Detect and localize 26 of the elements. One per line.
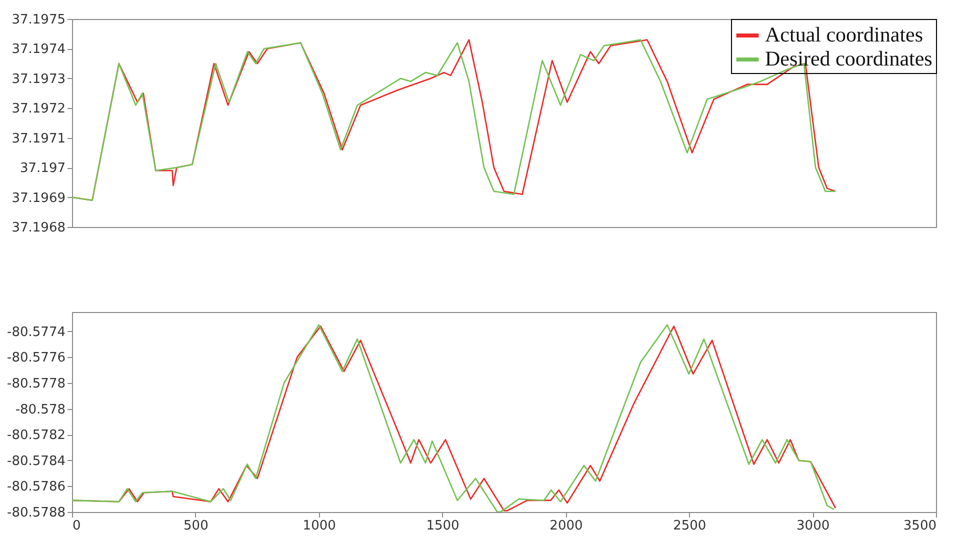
y-tick-label: -80.5788 [7,506,66,520]
x-tick-label: 2000 [550,518,583,534]
y-tick-label: -80.5782 [7,428,66,444]
x-tick-label: 2500 [673,518,706,534]
y-tick-label: -80.5776 [7,350,66,366]
y-tick-label: 37.1972 [12,102,66,117]
x-tick-label: 3000 [796,518,830,534]
legend-label: Desired coordinates [765,46,932,70]
y-tick-label: 37.1969 [12,190,66,206]
y-tick-label: -80.5786 [7,480,66,495]
x-tick-label: 1500 [426,518,460,534]
y-tick-label: 37.197 [20,161,66,176]
x-tick-label: 500 [184,518,208,534]
y-tick-label: -80.5784 [7,454,66,469]
x-tick-label: 0 [72,518,81,534]
y-tick-label: 37.1971 [12,131,66,146]
x-tick-label: 1000 [302,518,336,534]
y-tick-label: -80.5778 [7,376,66,392]
y-tick-label: -80.578 [15,402,66,418]
legend-label: Actual coordinates [765,22,924,46]
y-tick-label: 37.1975 [12,12,66,28]
x-tick-label: 3500 [903,518,936,534]
y-tick-label: 37.1968 [12,220,66,236]
y-tick-label: 37.1974 [12,42,66,58]
y-tick-label: 37.1973 [12,72,66,87]
y-tick-label: -80.5774 [7,324,66,340]
